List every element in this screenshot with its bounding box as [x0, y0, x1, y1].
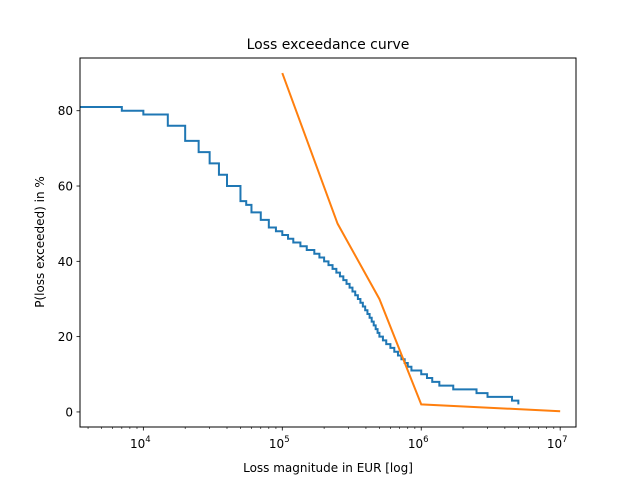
y-tick-label: 40 [58, 255, 73, 269]
y-axis-label: P(loss exceeded) in % [33, 176, 47, 308]
y-tick-label: 0 [65, 405, 73, 419]
series-line-1 [80, 105, 520, 405]
y-axis-ticks: 0 20 40 60 80 [58, 104, 80, 419]
series-line-2 [281, 72, 561, 413]
y-tick-label: 20 [58, 330, 73, 344]
x-tick-label: 105 [269, 435, 290, 451]
x-tick-label: 104 [130, 435, 151, 451]
plot-content [80, 72, 561, 413]
x-tick-label: 107 [547, 435, 568, 451]
chart-title: Loss exceedance curve [247, 37, 410, 53]
x-axis-ticks: 104 105 106 107 [87, 427, 568, 451]
y-tick-label: 60 [58, 180, 73, 194]
axes-frame [79, 57, 577, 428]
x-tick-label: 106 [408, 435, 429, 451]
x-axis-label: Loss magnitude in EUR [log] [243, 461, 413, 475]
y-tick-label: 80 [58, 104, 73, 118]
